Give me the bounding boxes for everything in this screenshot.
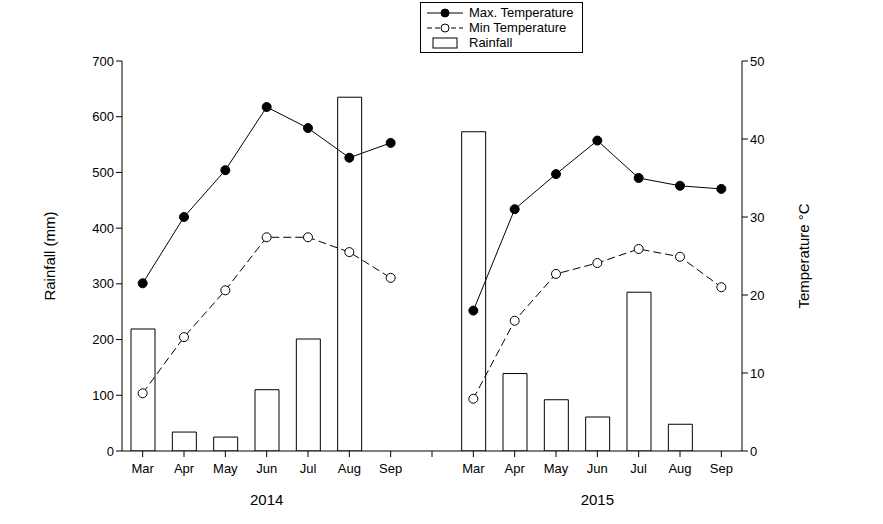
svg-text:300: 300 [92, 276, 114, 291]
svg-text:10: 10 [750, 366, 764, 381]
svg-text:40: 40 [750, 132, 764, 147]
svg-text:Mar: Mar [462, 461, 485, 476]
svg-text:Jun: Jun [587, 461, 608, 476]
svg-text:700: 700 [92, 54, 114, 69]
html-text:Min Temperature: Min Temperature [469, 20, 567, 35]
svg-text:600: 600 [92, 109, 114, 124]
svg-text:0: 0 [750, 444, 757, 459]
svg-text:Rainfall (mm): Rainfall (mm) [41, 211, 58, 300]
svg-text:Aug: Aug [668, 461, 691, 476]
svg-text:50: 50 [750, 54, 764, 69]
svg-text:2015: 2015 [581, 491, 614, 508]
svg-text:Temperature °C: Temperature °C [795, 203, 812, 308]
svg-text:500: 500 [92, 165, 114, 180]
svg-text:Jul: Jul [630, 461, 647, 476]
svg-text:Jul: Jul [300, 461, 317, 476]
svg-text:Jun: Jun [256, 461, 277, 476]
svg-text:0: 0 [107, 444, 114, 459]
svg-text:2014: 2014 [250, 491, 283, 508]
svg-text:30: 30 [750, 210, 764, 225]
html-text:Rainfall: Rainfall [469, 35, 513, 50]
svg-text:Apr: Apr [174, 461, 195, 476]
svg-text:May: May [213, 461, 238, 476]
svg-text:Sep: Sep [379, 461, 402, 476]
svg-text:May: May [544, 461, 569, 476]
svg-text:20: 20 [750, 288, 764, 303]
svg-text:400: 400 [92, 221, 114, 236]
svg-text:100: 100 [92, 388, 114, 403]
svg-text:Apr: Apr [505, 461, 526, 476]
svg-text:Mar: Mar [131, 461, 154, 476]
html-text:Max. Temperature: Max. Temperature [469, 5, 574, 20]
svg-text:Aug: Aug [338, 461, 361, 476]
svg-text:200: 200 [92, 332, 114, 347]
svg-text:Sep: Sep [710, 461, 733, 476]
